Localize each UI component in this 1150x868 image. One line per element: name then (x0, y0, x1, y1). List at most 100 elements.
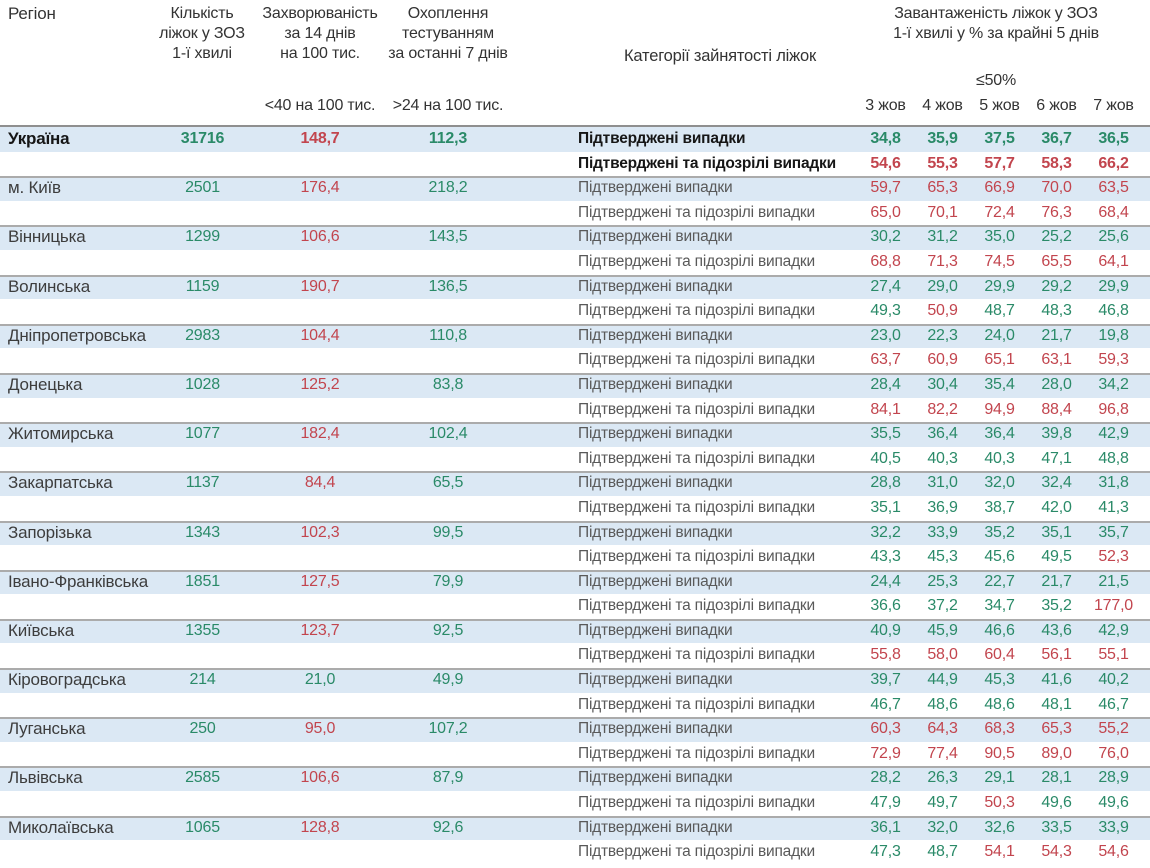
occupancy-value: 60,4 (984, 646, 1015, 664)
category-label-confirmed: Підтверджені випадки (578, 179, 733, 197)
occupancy-value: 58,0 (927, 646, 958, 664)
region-name: Україна (8, 129, 70, 148)
spacer (496, 668, 578, 693)
spacer (400, 742, 496, 767)
category-label-suspected: Підтверджені та підозрілі випадки (578, 400, 815, 418)
category-label-suspected: Підтверджені та підозрілі випадки (578, 252, 815, 270)
spacer (240, 250, 400, 275)
region-block: Волинська 1159 190,7 136,5 Підтверджені … (0, 274, 1150, 324)
occupancy-value: 21,7 (1041, 326, 1072, 344)
category-label-suspected: Підтверджені та підозрілі випадки (578, 744, 815, 762)
region-name: Вінницька (8, 227, 86, 247)
spacer (240, 545, 400, 570)
occupancy-value: 24,4 (870, 572, 901, 590)
table-header: Регіон Кількість ліжок у ЗОЗ 1-ї хвилі З… (0, 0, 1150, 127)
occupancy-value: 77,4 (927, 744, 958, 762)
region-block: м. Київ 2501 176,4 218,2 Підтверджені ви… (0, 176, 1150, 225)
suspected-row: Підтверджені та підозрілі випадки 68,8 7… (0, 250, 1150, 275)
occupancy-value: 70,1 (927, 203, 958, 221)
occupancy-value: 46,6 (984, 621, 1015, 639)
date-header: 3 жов (865, 97, 906, 114)
confirmed-row: Житомирська 1077 182,4 102,4 Підтверджен… (0, 422, 1150, 447)
suspected-row: Підтверджені та підозрілі випадки 63,7 6… (0, 348, 1150, 373)
occupancy-value: 32,0 (984, 474, 1015, 492)
occupancy-value: 74,5 (984, 252, 1015, 270)
category-label-confirmed: Підтверджені випадки (578, 523, 733, 541)
occupancy-value: 49,7 (927, 794, 958, 812)
confirmed-row: Миколаївська 1065 128,8 92,6 Підтверджен… (0, 815, 1150, 841)
spacer (240, 840, 400, 865)
occupancy-value: 31,8 (1098, 474, 1129, 492)
spacer (496, 545, 578, 570)
column-header-bed-occupancy-categories: Категорії зайнятості ліжок (624, 47, 816, 65)
occupancy-value: 57,7 (984, 154, 1015, 172)
occupancy-value: 33,5 (1041, 818, 1072, 836)
date-header: 5 жов (979, 97, 1020, 114)
spacer (496, 840, 578, 865)
incidence-threshold-note: <40 на 100 тис. (264, 97, 376, 114)
occupancy-value: 65,1 (984, 351, 1015, 369)
occupancy-value: 63,5 (1098, 179, 1129, 197)
incidence-value: 125,2 (300, 375, 340, 393)
spacer (165, 447, 240, 472)
category-label-suspected: Підтверджені та підозрілі випадки (578, 449, 815, 467)
occupancy-value: 29,2 (1041, 277, 1072, 295)
region-name-spacer (0, 791, 165, 816)
spacer (165, 201, 240, 226)
occupancy-value: 65,3 (1041, 720, 1072, 738)
occupancy-value: 29,9 (1098, 277, 1129, 295)
incidence-value: 123,7 (300, 621, 340, 639)
occupancy-value: 29,9 (984, 277, 1015, 295)
testing-value: 136,5 (428, 277, 468, 295)
spacer (400, 250, 496, 275)
occupancy-value: 35,1 (1041, 523, 1072, 541)
spacer (496, 201, 578, 226)
occupancy-value: 50,3 (984, 794, 1015, 812)
suspected-row: Підтверджені та підозрілі випадки 40,5 4… (0, 447, 1150, 472)
occupancy-value: 56,1 (1041, 646, 1072, 664)
occupancy-value: 90,5 (984, 744, 1015, 762)
spacer (165, 299, 240, 324)
beds-value: 1028 (185, 375, 220, 393)
region-block: Дніпропетровська 2983 104,4 110,8 Підтве… (0, 323, 1150, 373)
category-label-confirmed: Підтверджені випадки (578, 720, 733, 738)
occupancy-value: 72,9 (870, 744, 901, 762)
spacer (496, 275, 578, 300)
category-label-confirmed: Підтверджені випадки (578, 130, 746, 147)
occupancy-value: 45,9 (927, 621, 958, 639)
suspected-row: Підтверджені та підозрілі випадки 36,6 3… (0, 594, 1150, 619)
spacer (496, 422, 578, 447)
category-label-confirmed: Підтверджені випадки (578, 425, 733, 443)
column-header-incidence-line: за 14 днів (284, 25, 356, 42)
spacer (165, 398, 240, 423)
occupancy-value: 34,7 (984, 597, 1015, 615)
spacer (400, 594, 496, 619)
suspected-row: Підтверджені та підозрілі випадки 47,3 4… (0, 840, 1150, 865)
column-header-testing-line: Охоплення (407, 5, 489, 22)
column-header-testing: Охоплення тестуванням за останні 7 днів (368, 4, 528, 64)
confirmed-row: Вінницька 1299 106,6 143,5 Підтверджені … (0, 225, 1150, 250)
occupancy-value: 47,1 (1041, 449, 1072, 467)
region-name-spacer (0, 299, 165, 324)
occupancy-value: 28,0 (1041, 375, 1072, 393)
region-name: Луганська (8, 719, 86, 739)
spacer (496, 570, 578, 595)
testing-value: 87,9 (432, 769, 464, 787)
occupancy-value: 55,3 (927, 154, 958, 172)
occupancy-value: 63,1 (1041, 351, 1072, 369)
occupancy-value: 94,9 (984, 400, 1015, 418)
region-block: Запорізька 1343 102,3 99,5 Підтверджені … (0, 520, 1150, 570)
occupancy-value: 35,9 (927, 130, 958, 147)
region-name-spacer (0, 201, 165, 226)
occupancy-value: 55,2 (1098, 720, 1129, 738)
region-block: Житомирська 1077 182,4 102,4 Підтверджен… (0, 422, 1150, 471)
occupancy-value: 76,0 (1098, 744, 1129, 762)
occupancy-value: 40,9 (870, 621, 901, 639)
confirmed-row: Україна 31716 148,7 112,3 Підтверджені в… (0, 127, 1150, 152)
testing-value: 218,2 (428, 179, 468, 197)
spacer (496, 619, 578, 644)
occupancy-value: 48,1 (1041, 695, 1072, 713)
occupancy-value: 44,9 (927, 671, 958, 689)
incidence-value: 148,7 (300, 130, 340, 147)
